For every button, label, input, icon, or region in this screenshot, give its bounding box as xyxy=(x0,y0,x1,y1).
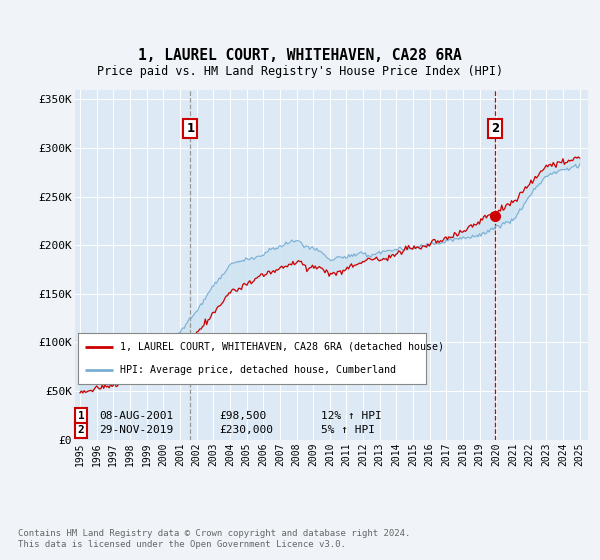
Text: 5% ↑ HPI: 5% ↑ HPI xyxy=(321,425,375,435)
Text: 1, LAUREL COURT, WHITEHAVEN, CA28 6RA (detached house): 1, LAUREL COURT, WHITEHAVEN, CA28 6RA (d… xyxy=(120,342,444,352)
Text: £98,500: £98,500 xyxy=(219,410,266,421)
Text: 2: 2 xyxy=(491,122,499,135)
Text: 1: 1 xyxy=(186,122,194,135)
Text: 08-AUG-2001: 08-AUG-2001 xyxy=(99,410,173,421)
Text: HPI: Average price, detached house, Cumberland: HPI: Average price, detached house, Cumb… xyxy=(120,365,396,375)
Text: 12% ↑ HPI: 12% ↑ HPI xyxy=(321,410,382,421)
Text: 29-NOV-2019: 29-NOV-2019 xyxy=(99,425,173,435)
Text: £230,000: £230,000 xyxy=(219,425,273,435)
Text: 1, LAUREL COURT, WHITEHAVEN, CA28 6RA: 1, LAUREL COURT, WHITEHAVEN, CA28 6RA xyxy=(138,49,462,63)
Text: 2: 2 xyxy=(77,425,85,435)
Text: Price paid vs. HM Land Registry's House Price Index (HPI): Price paid vs. HM Land Registry's House … xyxy=(97,65,503,78)
Text: 1: 1 xyxy=(77,410,85,421)
Text: Contains HM Land Registry data © Crown copyright and database right 2024.
This d: Contains HM Land Registry data © Crown c… xyxy=(18,529,410,549)
